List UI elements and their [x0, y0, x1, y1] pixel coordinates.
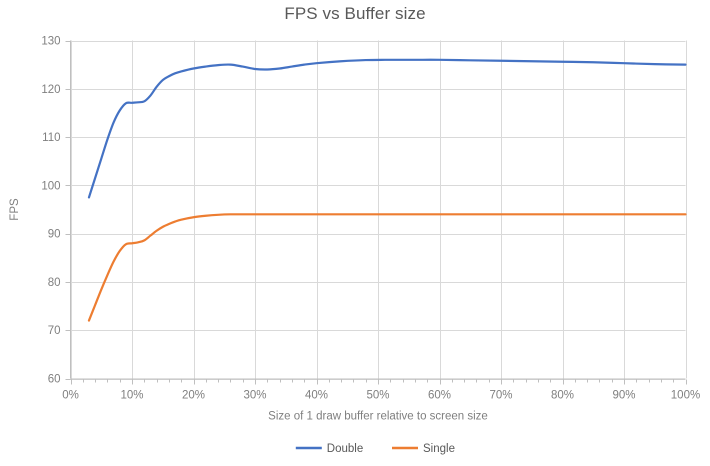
- x-axis-tick-label: 10%: [120, 390, 143, 402]
- axis-lines-group: [65, 40, 687, 385]
- legend-item-single[interactable]: Single: [392, 443, 455, 455]
- x-axis-tick-label: 20%: [182, 390, 205, 402]
- y-axis-tick-label: 130: [41, 36, 60, 48]
- x-axis-tick-label: 40%: [305, 390, 328, 402]
- chart-legend: Double Single: [295, 443, 455, 455]
- x-axis-tick-label: 60%: [428, 390, 451, 402]
- x-axis-tick-label: 100%: [671, 390, 700, 402]
- y-axis-tick-label: 90: [48, 229, 61, 241]
- chart-title: FPS vs Buffer size: [284, 4, 426, 23]
- legend-label-double: Double: [327, 443, 363, 455]
- x-axis-tick-label: 30%: [243, 390, 266, 402]
- legend-label-single: Single: [423, 443, 455, 455]
- x-axis-title: Size of 1 draw buffer relative to screen…: [268, 411, 488, 423]
- x-axis-tick-label: 80%: [551, 390, 574, 402]
- series-line-single: [87, 213, 687, 322]
- x-axis-tick-label: 70%: [489, 390, 512, 402]
- y-axis-tick-label: 110: [42, 132, 60, 144]
- x-axis-tick-label: 50%: [366, 390, 389, 402]
- x-axis-tick-label: 0%: [62, 390, 79, 402]
- y-axis-tick-labels: 60 70 80 90 100 110 120 130: [41, 36, 60, 386]
- x-axis-tick-label: 90%: [612, 390, 635, 402]
- data-series-group: [87, 58, 687, 322]
- y-axis-tick-label: 120: [41, 84, 60, 96]
- series-line-double: [87, 58, 687, 199]
- legend-item-double[interactable]: Double: [295, 443, 363, 455]
- y-axis-tick-label: 70: [48, 325, 61, 337]
- y-axis-tick-label: 100: [41, 180, 60, 192]
- x-axis-tick-labels: 0% 10% 20% 30% 40% 50% 60% 70% 80% 90% 100%: [62, 390, 700, 402]
- axis-titles-group: Size of 1 draw buffer relative to screen…: [9, 198, 488, 423]
- y-axis-tick-label: 80: [48, 277, 61, 289]
- y-axis-tick-label: 60: [48, 374, 61, 386]
- y-axis-title: FPS: [9, 198, 21, 221]
- gridlines-group: [70, 40, 687, 380]
